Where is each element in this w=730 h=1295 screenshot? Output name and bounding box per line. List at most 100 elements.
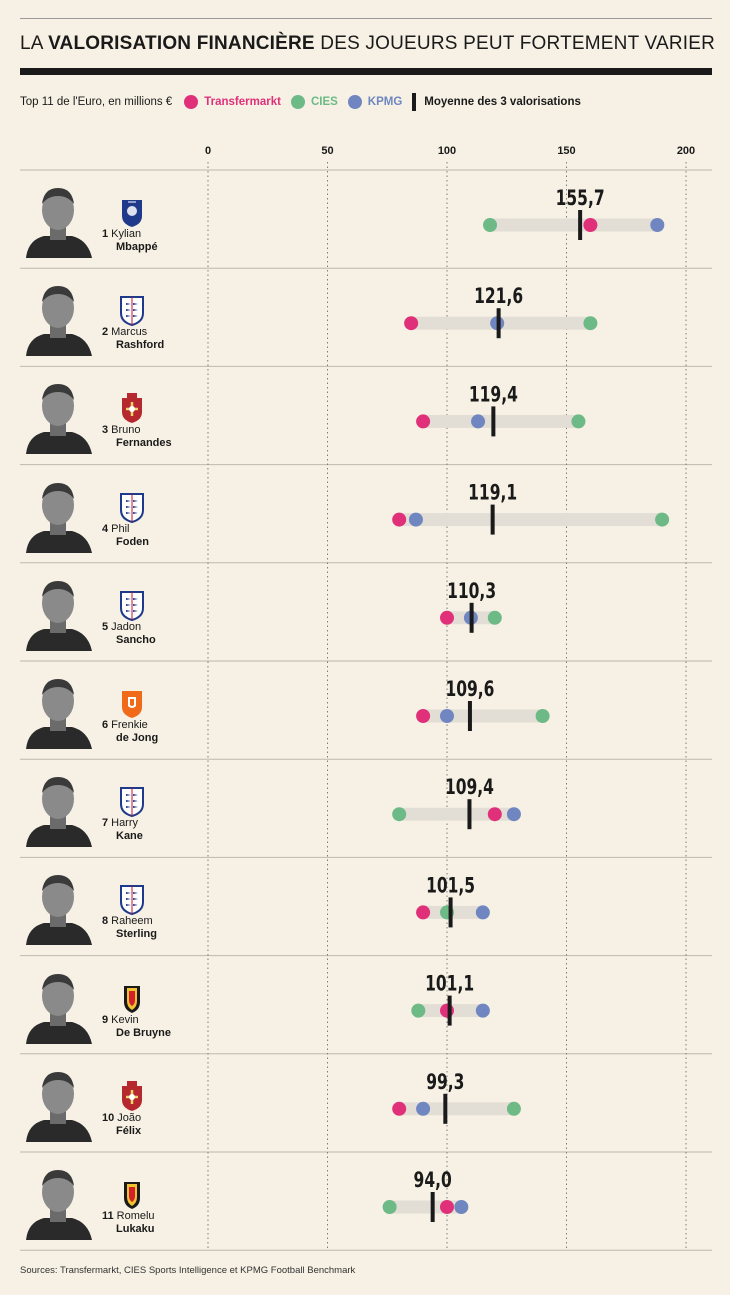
transfermarkt-point — [416, 414, 431, 429]
legend-item-kpmg: KPMG — [347, 95, 402, 109]
x-tick-label: 50 — [321, 145, 333, 157]
kpmg-point — [650, 218, 665, 232]
chart-subtitle: Top 11 de l'Euro, en millions € — [20, 96, 173, 108]
average-mark — [467, 799, 472, 830]
kpmg-dot-icon — [347, 95, 362, 109]
player-rank: 5 — [102, 620, 109, 633]
cies-point — [483, 218, 498, 232]
player-rank: 2 — [102, 326, 109, 339]
player-first-name: Raheem — [111, 915, 153, 928]
player-last-name: Foden — [116, 535, 149, 548]
player-rank: 8 — [102, 915, 109, 928]
portugal-crest-icon — [118, 392, 146, 424]
player-rank: 6 — [102, 719, 109, 731]
england-crest-icon — [118, 589, 146, 621]
player-rank: 4 — [102, 522, 109, 535]
player-name: 10 João Félix — [102, 1112, 141, 1138]
player-first-name: Kevin — [111, 1013, 139, 1026]
player-rank: 3 — [102, 424, 109, 437]
legend-item-average: Moyenne des 3 valorisations — [412, 93, 581, 111]
france-crest-icon — [118, 196, 146, 228]
cies-point — [535, 709, 550, 723]
england-crest-icon — [118, 491, 146, 523]
england-crest-icon — [118, 294, 146, 327]
average-value-label: 94,0 — [414, 1167, 452, 1192]
cies-point — [411, 1003, 426, 1018]
player-row: 11 Romelu Lukaku — [20, 1152, 205, 1247]
average-value-label: 119,1 — [468, 480, 517, 505]
player-row: 4 Phil Foden — [20, 465, 205, 560]
player-name: 7 Harry Kane — [102, 817, 143, 843]
legend-item-transfermarkt: Transfermarkt — [184, 95, 281, 109]
player-name: 6 Frenkie de Jong — [102, 719, 158, 745]
player-first-name: Kylian — [111, 228, 142, 240]
range-bar — [490, 218, 658, 232]
transfermarkt-point — [440, 1200, 454, 1214]
kpmg-point — [454, 1200, 469, 1214]
player-rank: 11 — [102, 1210, 114, 1222]
cies-point — [571, 414, 586, 429]
cies-point — [655, 512, 670, 527]
average-mark — [490, 504, 495, 535]
average-mark — [496, 308, 501, 339]
portugal-crest-icon — [118, 1080, 146, 1112]
transfermarkt-dot-icon — [184, 95, 199, 109]
player-photo — [20, 376, 96, 455]
england-crest-icon — [118, 785, 146, 818]
chart: 0 50 100 150 200155,7121,6119,4119,1110,3109… — [20, 145, 712, 1251]
player-last-name: Fernandes — [116, 437, 172, 450]
england-crest-icon — [118, 883, 146, 916]
player-first-name: João — [117, 1111, 142, 1124]
transfermarkt-point — [487, 807, 502, 822]
range-bar — [423, 414, 579, 428]
title-underline — [20, 68, 712, 75]
player-row: 8 Raheem Sterling — [20, 857, 205, 952]
transfermarkt-point — [416, 905, 431, 920]
player-first-name: Frenkie — [111, 719, 148, 731]
average-value-label: 121,6 — [474, 284, 523, 309]
cies-point — [487, 610, 502, 625]
kpmg-point — [471, 414, 486, 429]
average-value-label: 109,6 — [445, 676, 494, 701]
player-row: 3 Bruno Fernandes — [20, 366, 205, 461]
player-row: 7 Harry Kane — [20, 759, 205, 854]
player-photo — [20, 671, 96, 749]
player-last-name: Sancho — [116, 633, 156, 646]
cies-point — [392, 807, 407, 822]
average-mark — [430, 1192, 435, 1222]
player-rank: 1 — [102, 228, 109, 240]
player-row: 2 Marcus Rashford — [20, 268, 205, 363]
player-photo — [20, 966, 96, 1044]
range-bar — [399, 513, 663, 527]
player-name: 3 Bruno Fernandes — [102, 424, 172, 450]
cies-point — [583, 316, 598, 331]
average-mark — [578, 210, 583, 240]
player-photo — [20, 475, 96, 553]
player-last-name: de Jong — [116, 732, 159, 744]
player-last-name: Lukaku — [116, 1223, 155, 1235]
player-first-name: Phil — [111, 522, 130, 535]
kpmg-point — [506, 807, 521, 822]
average-mark — [448, 897, 453, 928]
cies-dot-icon — [290, 95, 305, 109]
average-mark — [469, 602, 474, 633]
top-rule — [20, 18, 712, 19]
player-rank: 7 — [102, 817, 109, 830]
transfermarkt-point — [416, 709, 431, 723]
x-tick-label: 0 — [205, 145, 211, 157]
player-photo — [20, 278, 96, 357]
transfermarkt-point — [440, 1003, 454, 1018]
player-photo — [20, 180, 96, 258]
player-rank: 9 — [102, 1013, 109, 1026]
kpmg-point — [440, 709, 454, 723]
transfermarkt-point — [583, 218, 598, 232]
average-mark — [467, 701, 472, 731]
player-last-name: Kane — [116, 830, 143, 843]
player-row: 9 Kevin De Bruyne — [20, 956, 205, 1051]
belgium-crest-icon — [118, 982, 146, 1014]
kpmg-point — [475, 905, 490, 920]
transfermarkt-point — [392, 1101, 407, 1116]
cies-point — [506, 1101, 521, 1116]
average-mark — [447, 995, 452, 1026]
kpmg-point — [475, 1003, 490, 1018]
